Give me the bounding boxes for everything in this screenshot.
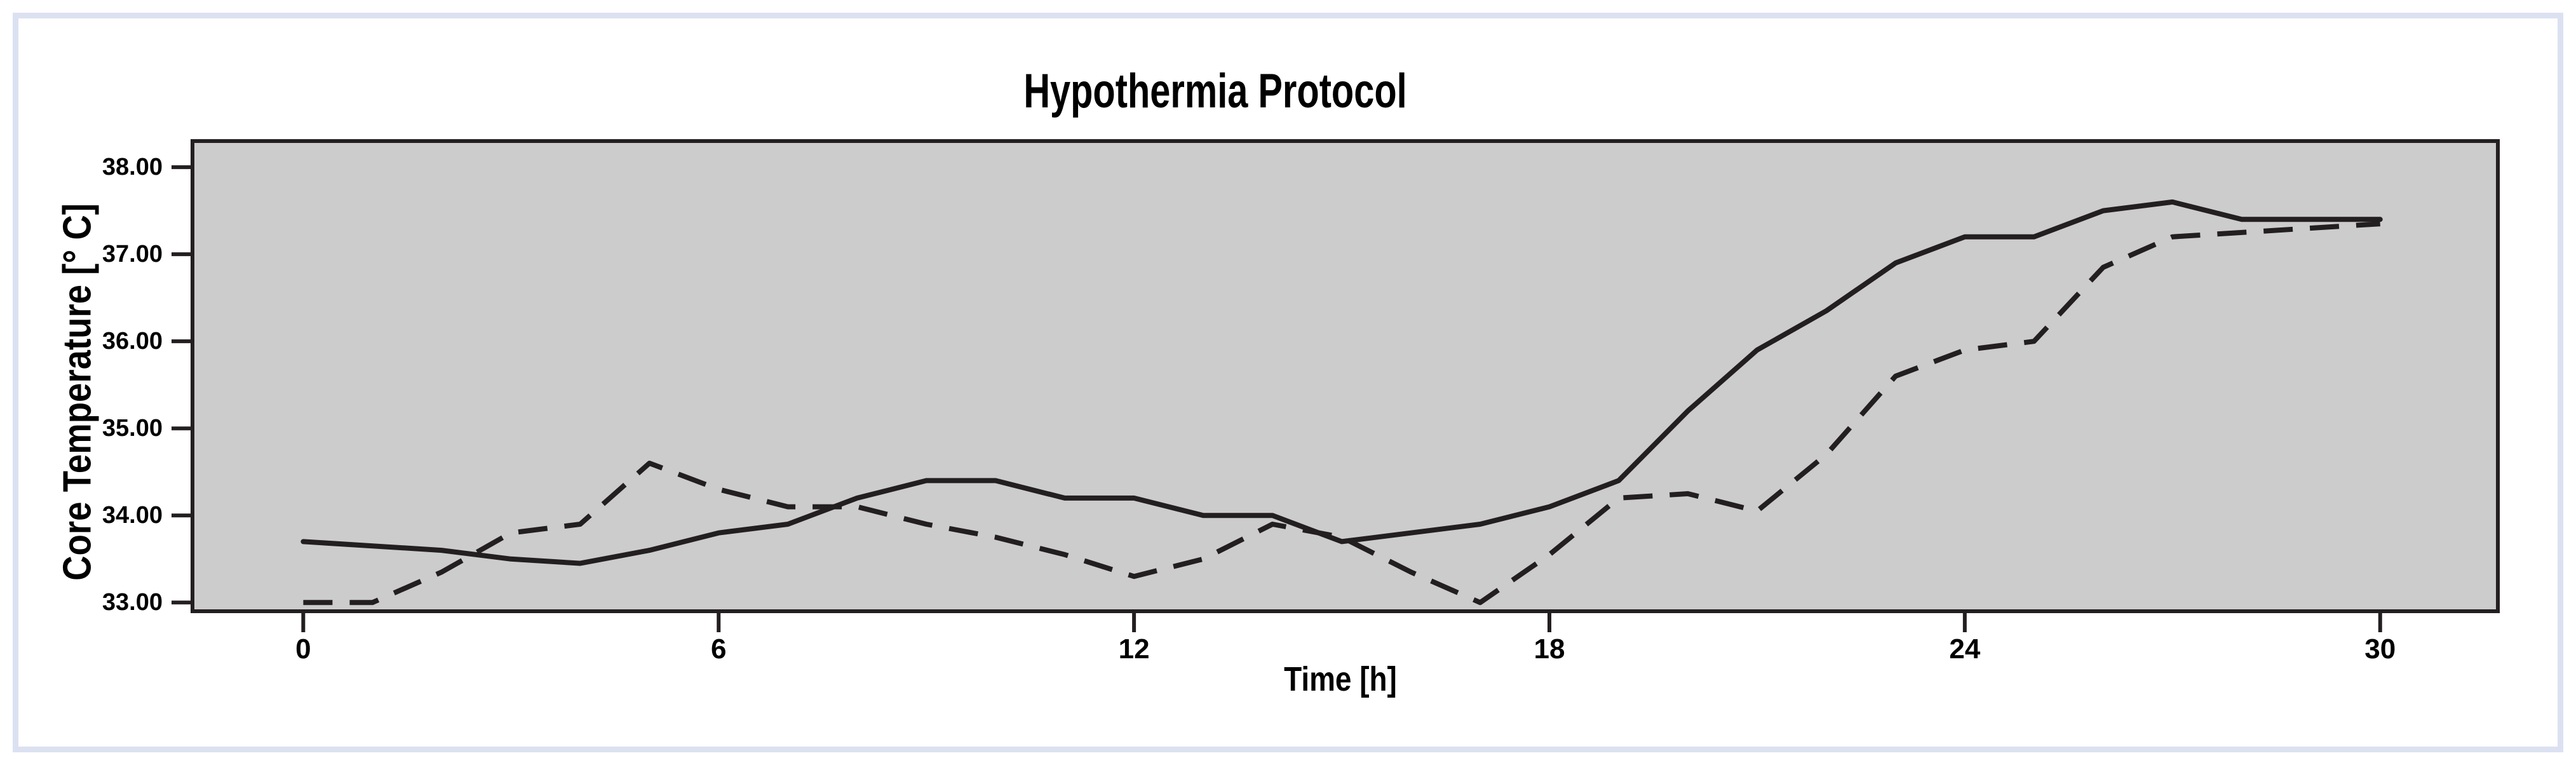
x-tick-label: 24 (1949, 633, 1981, 665)
x-tick-label: 12 (1118, 633, 1150, 665)
x-tick-label: 6 (710, 633, 727, 665)
y-tick-label: 37.00 (102, 241, 163, 268)
dashed-line-series (303, 221, 2380, 606)
x-tick-label: 18 (1534, 633, 1565, 665)
y-tick-label: 38.00 (102, 154, 163, 181)
y-tick-label: 35.00 (102, 415, 163, 442)
y-tick-label: 34.00 (102, 502, 163, 529)
y-tick-label: 36.00 (102, 328, 163, 355)
x-tick-label: 30 (2364, 633, 2396, 665)
chart-title: Hypothermia Protocol (1023, 64, 1407, 118)
y-tick-label: 33.00 (102, 589, 163, 616)
plot-background (191, 139, 2500, 613)
x-tick-label: 0 (295, 633, 311, 665)
solid-line-series (300, 199, 2383, 566)
x-axis-title: Time [h] (1284, 660, 1397, 698)
